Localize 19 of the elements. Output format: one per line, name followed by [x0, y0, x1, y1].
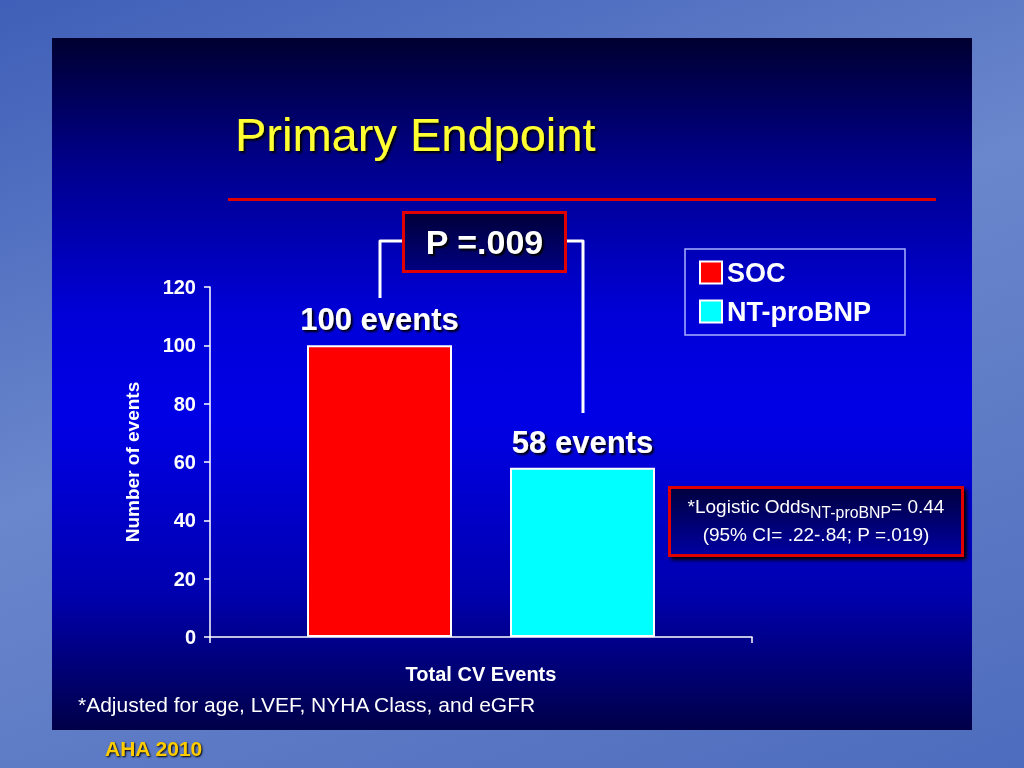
legend-label: NT-proBNP	[727, 296, 872, 327]
y-tick-label: 80	[173, 392, 196, 415]
legend-label: SOC	[727, 257, 786, 288]
frame: *Logistic Odds$_{NT-proBNP}$= 0.44 (95% CI= .22-.84; P =.019)	[668, 486, 964, 558]
y-tick-label: 40	[173, 509, 196, 532]
text: *Adjusted for age, LVEF, NYHA Class, and eGFR	[78, 693, 536, 716]
y-tick-label: 60	[173, 451, 196, 473]
y-tick-label: 20	[173, 567, 196, 590]
y-tick-label: 0	[184, 626, 196, 648]
data-label: 100 events	[300, 302, 459, 338]
y-tick-label: 120	[162, 276, 196, 298]
x-tick-label: Total CV Events	[405, 663, 557, 685]
y-axis-title: Number of events	[122, 381, 143, 543]
data-label: 58 events	[511, 424, 654, 460]
y-tick-label: 100	[162, 334, 196, 357]
annotation: *Logistic Odds$_{NT-proBNP}$= 0.44 (95% CI= .22-.84; P =.019)	[687, 496, 945, 546]
chart-title: Primary Endpoint	[235, 108, 596, 161]
frame: P =.009	[402, 211, 567, 273]
text: AHA 2010	[105, 737, 203, 760]
